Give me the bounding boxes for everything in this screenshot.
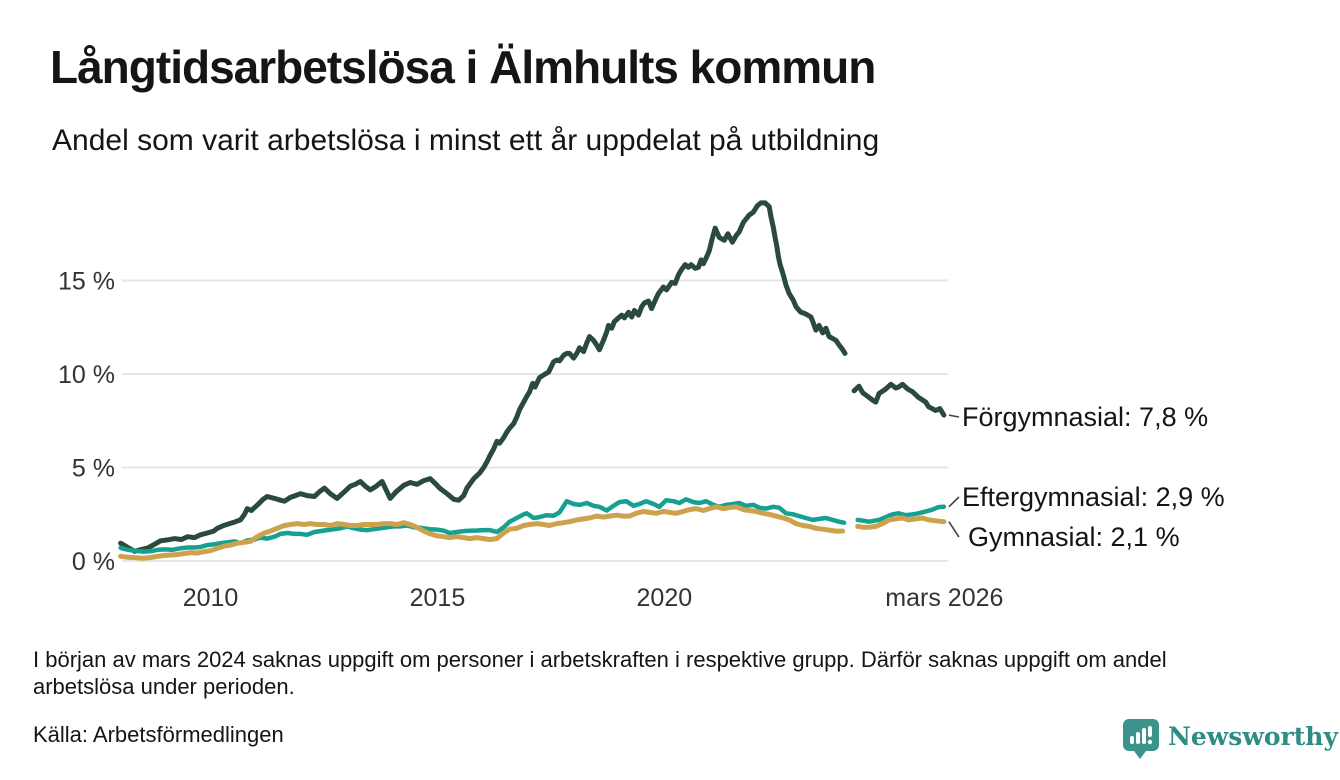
x-axis-tick-labels: 2010 2015 2020 mars 2026 xyxy=(183,584,1004,612)
series-lines xyxy=(118,200,947,561)
footnote: I början av mars 2024 saknas uppgift om … xyxy=(33,647,1167,699)
series-line-gymnasial xyxy=(855,515,947,530)
x-tick-label: 2020 xyxy=(637,584,693,612)
newsworthy-pin-barchart-icon xyxy=(1123,719,1159,759)
series-line-gymnasial xyxy=(118,504,846,561)
label-connector xyxy=(948,414,960,418)
newsworthy-wordmark: Newsworthy xyxy=(1168,722,1338,751)
y-tick-label: 10 % xyxy=(58,361,115,389)
series-end-label-forgymnasial: Förgymnasial: 7,8 % xyxy=(962,402,1209,432)
series-line-förgymnasial xyxy=(851,381,947,418)
y-tick-label: 0 % xyxy=(72,548,115,576)
series-line-förgymnasial xyxy=(118,200,848,554)
series-line-eftergymnasial xyxy=(855,504,947,524)
label-connector xyxy=(948,496,960,508)
chart-subtitle: Andel som varit arbetslösa i minst ett å… xyxy=(52,124,880,157)
series-end-label-eftergymnasial: Eftergymnasial: 2,9 % xyxy=(962,482,1225,512)
chart-title: Långtidsarbetslösa i Älmhults kommun xyxy=(50,41,876,93)
y-axis-tick-labels: 0 % 5 % 10 % 15 % xyxy=(58,268,115,577)
x-tick-label: 2015 xyxy=(410,584,466,612)
x-tick-label: 2010 xyxy=(183,584,239,612)
source-attribution: Källa: Arbetsförmedlingen xyxy=(33,722,284,747)
newsworthy-logo: Newsworthy xyxy=(1122,718,1338,760)
gridlines xyxy=(122,279,948,562)
series-end-label-gymnasial: Gymnasial: 2,1 % xyxy=(968,522,1180,552)
x-tick-label: mars 2026 xyxy=(885,584,1003,612)
y-tick-label: 15 % xyxy=(58,268,115,296)
y-tick-label: 5 % xyxy=(72,455,115,483)
label-connectors xyxy=(948,414,960,538)
label-connector xyxy=(948,521,960,538)
